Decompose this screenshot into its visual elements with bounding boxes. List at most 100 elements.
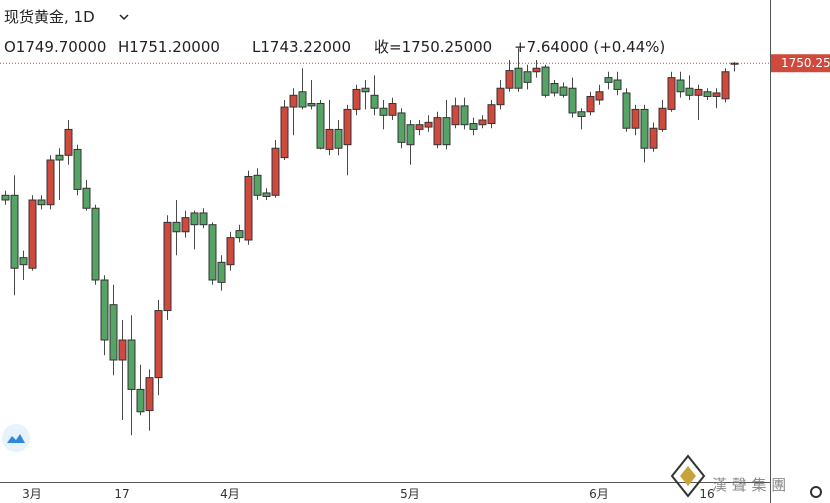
candle-body	[703, 91, 712, 97]
candle-body	[523, 71, 532, 83]
candle-body	[280, 106, 289, 159]
candle-body	[298, 91, 307, 108]
x-tick-label: 5月	[400, 487, 420, 501]
candle-body	[595, 91, 604, 101]
watermark-inner	[680, 466, 696, 486]
candle-body	[217, 261, 226, 283]
candle-body	[541, 66, 550, 96]
candle-body	[343, 108, 352, 146]
candle-body	[442, 117, 451, 146]
candle-body	[361, 87, 370, 93]
candle-body	[568, 87, 577, 114]
header-value: +7.64000 (+0.44%)	[514, 38, 665, 56]
chart-title[interactable]: 现货黄金, 1D	[4, 8, 95, 26]
candle-body	[307, 103, 316, 107]
candle-body	[604, 77, 613, 83]
candle-body	[325, 128, 334, 150]
candle-body	[163, 221, 172, 312]
candle-body	[109, 304, 118, 361]
candle-body	[352, 88, 361, 110]
candle-body	[658, 107, 667, 130]
candle-body	[721, 71, 730, 100]
candle-body	[676, 79, 685, 93]
candle-body	[190, 212, 199, 226]
header-value: 收=1750.25000	[374, 38, 492, 56]
candle-body	[37, 199, 46, 206]
candle-body	[613, 79, 622, 90]
candle-body	[406, 124, 415, 146]
candle-body	[55, 154, 64, 161]
candle-body	[712, 92, 721, 97]
header-value: H1751.20000	[118, 38, 220, 56]
candle-body	[586, 95, 595, 113]
interval-chevron[interactable]	[119, 14, 129, 21]
x-tick-label: 3月	[22, 487, 42, 501]
candle-body	[667, 77, 676, 110]
candle-body	[19, 257, 28, 266]
candle-body	[289, 94, 298, 108]
candle-body	[622, 92, 631, 129]
header-value: O1749.70000	[4, 38, 106, 56]
candle-body	[397, 112, 406, 143]
candle-body	[28, 199, 37, 269]
x-tick-label: 17	[114, 487, 129, 501]
candle-body	[100, 279, 109, 341]
x-tick-label: 16	[699, 487, 714, 501]
watermark-text: 漢 聲 集 團	[712, 476, 786, 494]
candle-body	[145, 377, 154, 412]
last-price-box	[771, 54, 830, 73]
candle-body	[208, 224, 217, 281]
x-tick-label: 4月	[220, 487, 240, 501]
logo[interactable]	[2, 424, 30, 452]
plot-area	[1, 48, 739, 436]
candle-body	[649, 127, 658, 149]
candle-body	[82, 187, 91, 209]
candle-body	[631, 108, 640, 129]
last-price-label: 1750.25	[781, 56, 830, 70]
candle-body	[370, 94, 379, 109]
watermark-logo	[670, 454, 706, 498]
candle-body	[478, 119, 487, 126]
candle-body	[262, 192, 271, 197]
candle-body	[199, 212, 208, 226]
candle-body	[46, 159, 55, 206]
candle-body	[640, 108, 649, 149]
x-tick-label: 6月	[589, 487, 609, 501]
candle-body	[118, 339, 127, 361]
candle-body	[316, 103, 325, 149]
candle-body	[496, 87, 505, 106]
candle-body	[559, 86, 568, 96]
candle-body	[379, 107, 388, 116]
ohlc-header: O1749.70000 H1751.20000 L1743.22000 收=1750.…	[4, 38, 665, 56]
candle-body	[487, 104, 496, 125]
candle-body	[235, 230, 244, 239]
candle-body	[172, 221, 181, 233]
settings-icon[interactable]	[810, 486, 822, 498]
candle-body	[253, 174, 262, 196]
candle-body	[334, 128, 343, 149]
candle-body	[271, 147, 280, 196]
logo-shape	[7, 434, 25, 443]
candle-body	[505, 70, 514, 89]
candle-body	[550, 83, 559, 94]
candle-body	[424, 121, 433, 128]
candle-body	[127, 339, 136, 390]
logo-circle	[2, 424, 30, 452]
candle-body	[64, 128, 73, 156]
candle-body	[244, 175, 253, 241]
candle-body	[469, 123, 478, 130]
candle-body	[460, 105, 469, 126]
candle-body	[91, 207, 100, 281]
candle-body	[514, 67, 523, 89]
candle-body	[181, 217, 190, 233]
candle-body	[415, 124, 424, 130]
header-value: L1743.22000	[252, 38, 351, 56]
candle-body	[136, 388, 145, 413]
candle-body	[451, 105, 460, 126]
candle-body	[388, 103, 397, 116]
candle-body	[154, 310, 163, 379]
candle-body	[685, 87, 694, 96]
candle-body	[1, 194, 10, 201]
